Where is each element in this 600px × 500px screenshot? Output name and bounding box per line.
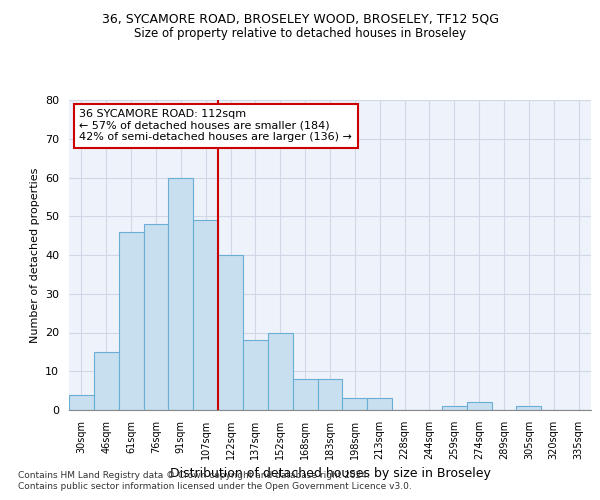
Bar bbox=[218, 255, 243, 410]
Y-axis label: Number of detached properties: Number of detached properties bbox=[29, 168, 40, 342]
Bar bbox=[517, 406, 541, 410]
Bar bbox=[343, 398, 367, 410]
Bar bbox=[193, 220, 218, 410]
Text: Size of property relative to detached houses in Broseley: Size of property relative to detached ho… bbox=[134, 28, 466, 40]
Bar bbox=[169, 178, 193, 410]
Text: Contains public sector information licensed under the Open Government Licence v3: Contains public sector information licen… bbox=[18, 482, 412, 491]
Bar bbox=[243, 340, 268, 410]
Bar bbox=[317, 379, 343, 410]
Bar bbox=[94, 352, 119, 410]
Bar bbox=[268, 332, 293, 410]
Bar bbox=[367, 398, 392, 410]
Bar bbox=[119, 232, 143, 410]
X-axis label: Distribution of detached houses by size in Broseley: Distribution of detached houses by size … bbox=[170, 468, 490, 480]
Text: Contains HM Land Registry data © Crown copyright and database right 2024.: Contains HM Land Registry data © Crown c… bbox=[18, 470, 370, 480]
Bar bbox=[293, 379, 317, 410]
Bar bbox=[143, 224, 169, 410]
Bar bbox=[69, 394, 94, 410]
Bar bbox=[467, 402, 491, 410]
Text: 36 SYCAMORE ROAD: 112sqm
← 57% of detached houses are smaller (184)
42% of semi-: 36 SYCAMORE ROAD: 112sqm ← 57% of detach… bbox=[79, 110, 352, 142]
Bar bbox=[442, 406, 467, 410]
Text: 36, SYCAMORE ROAD, BROSELEY WOOD, BROSELEY, TF12 5QG: 36, SYCAMORE ROAD, BROSELEY WOOD, BROSEL… bbox=[101, 12, 499, 26]
